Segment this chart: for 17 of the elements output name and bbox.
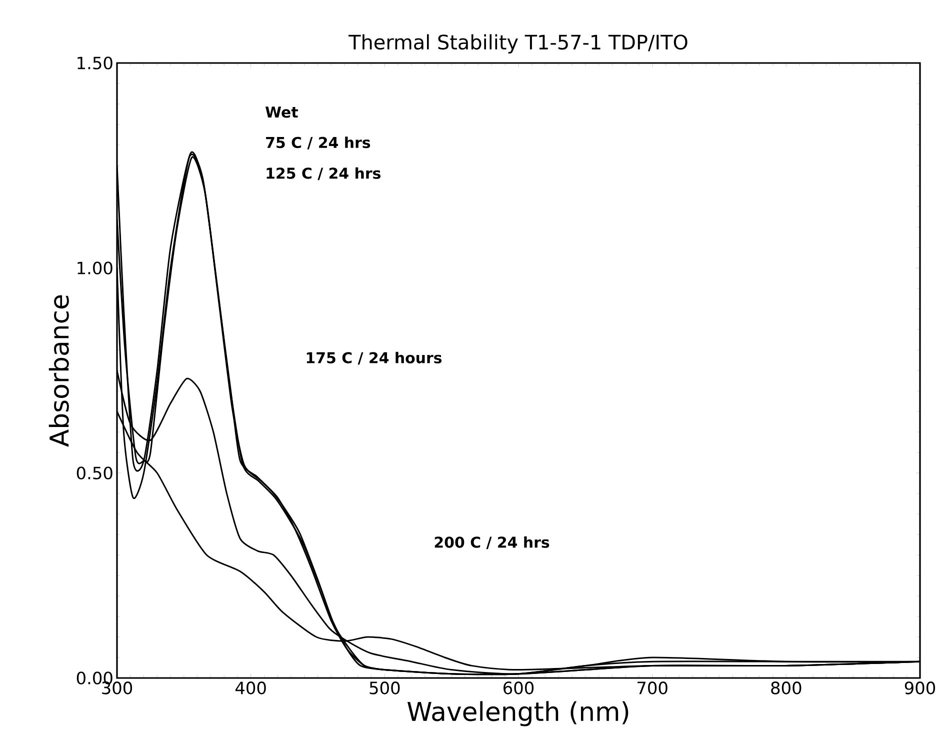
annotation: 175 C / 24 hours	[306, 352, 442, 365]
annotation: 200 C / 24 hrs	[434, 536, 550, 550]
x-tick-label: 800	[771, 682, 802, 694]
y-tick-label: 1.50	[78, 56, 112, 70]
x-tick-label: 900	[904, 682, 936, 694]
chart-title: Thermal Stability T1-57-1 TDP/ITO	[348, 34, 688, 54]
x-axis-title: Wavelength (nm)	[407, 701, 628, 726]
y-tick-label: 1.00	[78, 262, 112, 274]
x-tick-label: 700	[638, 682, 668, 694]
y-tick-label: 0.50	[76, 466, 112, 480]
annotation: 125 C / 24 hrs	[266, 167, 380, 180]
x-tick-label: 600	[504, 682, 534, 694]
x-tick-label: 500	[370, 682, 400, 694]
annotation: Wet	[265, 106, 298, 118]
annotation: 75 C / 24 hrs	[266, 136, 370, 150]
x-tick-label: 400	[236, 682, 266, 694]
y-axis-title: Absorbance	[48, 295, 69, 447]
